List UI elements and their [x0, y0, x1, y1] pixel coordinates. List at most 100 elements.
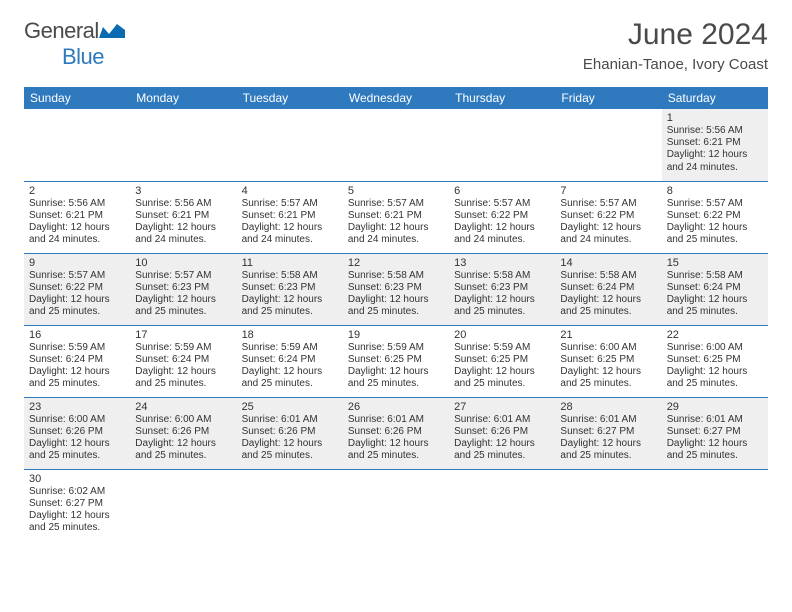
- day-info: Sunrise: 6:00 AMSunset: 6:26 PMDaylight:…: [29, 414, 125, 463]
- day-number: 19: [348, 329, 444, 341]
- calendar-cell: 25Sunrise: 6:01 AMSunset: 6:26 PMDayligh…: [237, 397, 343, 469]
- day-info: Sunrise: 5:57 AMSunset: 6:23 PMDaylight:…: [135, 270, 231, 319]
- day-number: 1: [667, 112, 763, 124]
- day-info: Sunrise: 5:57 AMSunset: 6:21 PMDaylight:…: [348, 198, 444, 247]
- day-info: Sunrise: 6:02 AMSunset: 6:27 PMDaylight:…: [29, 486, 125, 535]
- day-info: Sunrise: 5:57 AMSunset: 6:22 PMDaylight:…: [454, 198, 550, 247]
- day-info: Sunrise: 5:59 AMSunset: 6:24 PMDaylight:…: [242, 342, 338, 391]
- calendar-cell: 16Sunrise: 5:59 AMSunset: 6:24 PMDayligh…: [24, 325, 130, 397]
- calendar-cell: 11Sunrise: 5:58 AMSunset: 6:23 PMDayligh…: [237, 253, 343, 325]
- day-header: Tuesday: [237, 87, 343, 109]
- calendar-cell: [237, 469, 343, 541]
- day-info: Sunrise: 5:57 AMSunset: 6:22 PMDaylight:…: [560, 198, 656, 247]
- calendar-cell: 8Sunrise: 5:57 AMSunset: 6:22 PMDaylight…: [662, 181, 768, 253]
- day-info: Sunrise: 6:01 AMSunset: 6:26 PMDaylight:…: [348, 414, 444, 463]
- day-number: 10: [135, 257, 231, 269]
- calendar-cell: 6Sunrise: 5:57 AMSunset: 6:22 PMDaylight…: [449, 181, 555, 253]
- day-number: 27: [454, 401, 550, 413]
- day-header: Monday: [130, 87, 236, 109]
- day-info: Sunrise: 5:59 AMSunset: 6:25 PMDaylight:…: [348, 342, 444, 391]
- calendar-cell: 7Sunrise: 5:57 AMSunset: 6:22 PMDaylight…: [555, 181, 661, 253]
- day-number: 11: [242, 257, 338, 269]
- day-info: Sunrise: 5:58 AMSunset: 6:23 PMDaylight:…: [242, 270, 338, 319]
- flag-icon: [99, 24, 125, 38]
- calendar-cell: 9Sunrise: 5:57 AMSunset: 6:22 PMDaylight…: [24, 253, 130, 325]
- calendar-cell: 30Sunrise: 6:02 AMSunset: 6:27 PMDayligh…: [24, 469, 130, 541]
- calendar-cell: [343, 469, 449, 541]
- calendar-cell: [555, 469, 661, 541]
- day-number: 21: [560, 329, 656, 341]
- calendar-week: 1Sunrise: 5:56 AMSunset: 6:21 PMDaylight…: [24, 109, 768, 181]
- calendar-cell: 29Sunrise: 6:01 AMSunset: 6:27 PMDayligh…: [662, 397, 768, 469]
- calendar-cell: 26Sunrise: 6:01 AMSunset: 6:26 PMDayligh…: [343, 397, 449, 469]
- day-info: Sunrise: 6:00 AMSunset: 6:26 PMDaylight:…: [135, 414, 231, 463]
- day-info: Sunrise: 5:56 AMSunset: 6:21 PMDaylight:…: [135, 198, 231, 247]
- calendar-cell: 23Sunrise: 6:00 AMSunset: 6:26 PMDayligh…: [24, 397, 130, 469]
- day-info: Sunrise: 5:57 AMSunset: 6:22 PMDaylight:…: [29, 270, 125, 319]
- day-header: Sunday: [24, 87, 130, 109]
- calendar-week: 23Sunrise: 6:00 AMSunset: 6:26 PMDayligh…: [24, 397, 768, 469]
- day-info: Sunrise: 6:01 AMSunset: 6:26 PMDaylight:…: [454, 414, 550, 463]
- day-info: Sunrise: 6:00 AMSunset: 6:25 PMDaylight:…: [667, 342, 763, 391]
- calendar-cell: 2Sunrise: 5:56 AMSunset: 6:21 PMDaylight…: [24, 181, 130, 253]
- day-number: 9: [29, 257, 125, 269]
- day-header-row: Sunday Monday Tuesday Wednesday Thursday…: [24, 87, 768, 109]
- title-block: June 2024 Ehanian-Tanoe, Ivory Coast: [583, 18, 768, 73]
- calendar-cell: [449, 109, 555, 181]
- day-number: 18: [242, 329, 338, 341]
- day-number: 26: [348, 401, 444, 413]
- day-info: Sunrise: 6:01 AMSunset: 6:27 PMDaylight:…: [667, 414, 763, 463]
- logo: General Blue: [24, 18, 125, 70]
- location: Ehanian-Tanoe, Ivory Coast: [583, 56, 768, 73]
- logo-text-2: Blue: [62, 44, 104, 69]
- calendar-week: 2Sunrise: 5:56 AMSunset: 6:21 PMDaylight…: [24, 181, 768, 253]
- calendar-week: 30Sunrise: 6:02 AMSunset: 6:27 PMDayligh…: [24, 469, 768, 541]
- calendar-week: 16Sunrise: 5:59 AMSunset: 6:24 PMDayligh…: [24, 325, 768, 397]
- calendar-cell: [130, 469, 236, 541]
- day-number: 30: [29, 473, 125, 485]
- day-info: Sunrise: 6:01 AMSunset: 6:27 PMDaylight:…: [560, 414, 656, 463]
- day-number: 5: [348, 185, 444, 197]
- calendar-cell: 18Sunrise: 5:59 AMSunset: 6:24 PMDayligh…: [237, 325, 343, 397]
- header: General Blue June 2024 Ehanian-Tanoe, Iv…: [24, 18, 768, 73]
- calendar-cell: 10Sunrise: 5:57 AMSunset: 6:23 PMDayligh…: [130, 253, 236, 325]
- calendar-cell: [555, 109, 661, 181]
- day-number: 16: [29, 329, 125, 341]
- month-title: June 2024: [583, 18, 768, 52]
- calendar-cell: 14Sunrise: 5:58 AMSunset: 6:24 PMDayligh…: [555, 253, 661, 325]
- day-number: 25: [242, 401, 338, 413]
- calendar-cell: [662, 469, 768, 541]
- calendar-cell: 4Sunrise: 5:57 AMSunset: 6:21 PMDaylight…: [237, 181, 343, 253]
- day-number: 12: [348, 257, 444, 269]
- day-info: Sunrise: 5:58 AMSunset: 6:23 PMDaylight:…: [454, 270, 550, 319]
- calendar-cell: 28Sunrise: 6:01 AMSunset: 6:27 PMDayligh…: [555, 397, 661, 469]
- day-number: 24: [135, 401, 231, 413]
- day-header: Friday: [555, 87, 661, 109]
- day-info: Sunrise: 5:58 AMSunset: 6:23 PMDaylight:…: [348, 270, 444, 319]
- calendar-cell: 24Sunrise: 6:00 AMSunset: 6:26 PMDayligh…: [130, 397, 236, 469]
- logo-text-1: General: [24, 18, 99, 43]
- calendar-cell: 21Sunrise: 6:00 AMSunset: 6:25 PMDayligh…: [555, 325, 661, 397]
- day-number: 14: [560, 257, 656, 269]
- day-info: Sunrise: 5:56 AMSunset: 6:21 PMDaylight:…: [667, 125, 763, 174]
- calendar-cell: [449, 469, 555, 541]
- day-info: Sunrise: 6:00 AMSunset: 6:25 PMDaylight:…: [560, 342, 656, 391]
- calendar-cell: 1Sunrise: 5:56 AMSunset: 6:21 PMDaylight…: [662, 109, 768, 181]
- calendar-cell: 20Sunrise: 5:59 AMSunset: 6:25 PMDayligh…: [449, 325, 555, 397]
- day-info: Sunrise: 5:56 AMSunset: 6:21 PMDaylight:…: [29, 198, 125, 247]
- calendar-cell: [343, 109, 449, 181]
- calendar-cell: 5Sunrise: 5:57 AMSunset: 6:21 PMDaylight…: [343, 181, 449, 253]
- day-number: 20: [454, 329, 550, 341]
- calendar-cell: 13Sunrise: 5:58 AMSunset: 6:23 PMDayligh…: [449, 253, 555, 325]
- day-number: 29: [667, 401, 763, 413]
- day-header: Wednesday: [343, 87, 449, 109]
- day-number: 28: [560, 401, 656, 413]
- day-header: Thursday: [449, 87, 555, 109]
- day-info: Sunrise: 5:58 AMSunset: 6:24 PMDaylight:…: [667, 270, 763, 319]
- calendar-cell: 19Sunrise: 5:59 AMSunset: 6:25 PMDayligh…: [343, 325, 449, 397]
- day-info: Sunrise: 5:57 AMSunset: 6:22 PMDaylight:…: [667, 198, 763, 247]
- day-info: Sunrise: 5:57 AMSunset: 6:21 PMDaylight:…: [242, 198, 338, 247]
- day-number: 23: [29, 401, 125, 413]
- calendar-table: Sunday Monday Tuesday Wednesday Thursday…: [24, 87, 768, 541]
- day-info: Sunrise: 5:59 AMSunset: 6:24 PMDaylight:…: [29, 342, 125, 391]
